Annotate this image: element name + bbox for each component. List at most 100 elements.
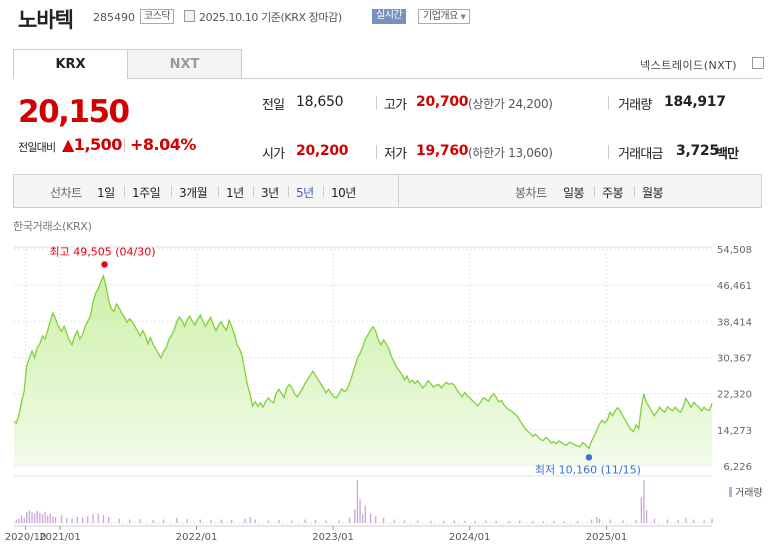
- low-label: 저가: [384, 147, 407, 162]
- x-tick-label: 2022/01: [176, 532, 218, 543]
- divider: [323, 186, 324, 197]
- price-line: [13, 274, 713, 450]
- prev-close-label: 전일: [262, 98, 285, 113]
- y-tick-label: 14,273: [717, 426, 752, 437]
- volume-bar: [97, 513, 99, 523]
- volume-bar: [249, 516, 251, 523]
- period-1w[interactable]: 1주일: [132, 186, 161, 200]
- volume-bar: [28, 510, 31, 523]
- prev-close-value: 18,650: [296, 94, 344, 110]
- volume-bar: [87, 516, 89, 523]
- volume-bar: [703, 520, 705, 523]
- volume-bar: [356, 480, 359, 523]
- volume-bar: [677, 519, 679, 523]
- max-label: 최고 49,505 (04/30): [50, 245, 156, 258]
- tab-nxt[interactable]: NXT: [127, 49, 242, 79]
- volume-bar: [369, 513, 372, 523]
- volume-bar: [495, 520, 497, 523]
- volume-bar: [60, 515, 63, 523]
- nextrade-label[interactable]: 넥스트레이드(NXT): [640, 59, 738, 72]
- period-5y[interactable]: 5년: [296, 186, 314, 200]
- volume-bar: [553, 520, 555, 523]
- volume-bar: [199, 519, 201, 523]
- nextrade-checkbox[interactable]: [752, 57, 764, 69]
- candle-weekly[interactable]: 주봉: [602, 186, 624, 200]
- volume-bar: [417, 520, 419, 523]
- volume-legend-label: 거래량: [735, 487, 763, 499]
- divider: [376, 145, 377, 159]
- period-1y[interactable]: 1년: [226, 186, 244, 200]
- realtime-button[interactable]: 실시간: [372, 9, 407, 24]
- line-chart-label: 선차트: [50, 186, 82, 200]
- x-tick-label: 2025/01: [586, 532, 628, 543]
- period-10y[interactable]: 10년: [331, 186, 356, 200]
- volume-bar: [338, 520, 340, 523]
- divider: [594, 186, 595, 197]
- price-chart[interactable]: 54,508 46,461 38,414 30,367 22,320 14,273 6,22…: [0, 236, 771, 551]
- divider: [376, 96, 377, 110]
- divider: [124, 138, 125, 152]
- volume-bar: [362, 514, 364, 523]
- volume-bar: [108, 516, 110, 523]
- volume-bar: [348, 517, 351, 523]
- company-info-button[interactable]: 기업개요 ▼: [418, 9, 471, 24]
- candle-monthly[interactable]: 월봉: [642, 186, 664, 200]
- divider: [608, 145, 609, 159]
- date-text: 2025.10.10 기준(KRX 장마감): [199, 11, 342, 24]
- volume-bar: [508, 520, 510, 523]
- volume-bar: [364, 505, 366, 523]
- high-label: 고가: [384, 98, 407, 113]
- volume-bar: [645, 510, 648, 523]
- low-value: 19,760: [416, 143, 469, 159]
- document-icon: [184, 10, 195, 22]
- volume-bar: [267, 520, 270, 523]
- volume-bar: [20, 515, 23, 523]
- stock-code: 285490: [93, 11, 135, 24]
- volume-bar: [485, 520, 487, 523]
- volume-bar: [622, 520, 624, 523]
- y-tick-label: 38,414: [717, 317, 752, 328]
- candle-daily[interactable]: 일봉: [563, 186, 585, 200]
- tab-krx[interactable]: KRX: [13, 49, 128, 79]
- period-3m[interactable]: 3개월: [179, 186, 208, 200]
- volume-bar: [519, 520, 521, 523]
- volume-bar: [152, 519, 154, 523]
- y-tick-label: 6,226: [723, 462, 752, 473]
- volume-bar: [76, 516, 78, 523]
- volume-label: 거래량: [618, 98, 652, 113]
- divider: [253, 186, 254, 197]
- volume-bar: [39, 512, 41, 523]
- volume-bar: [33, 513, 36, 523]
- company-info-label: 기업개요: [423, 11, 458, 22]
- volume-bar: [128, 519, 131, 523]
- volume-bar: [711, 518, 713, 523]
- volume-bar: [254, 519, 256, 523]
- volume-bar: [163, 519, 165, 523]
- volume-value: 184,917: [664, 94, 726, 110]
- volume-bar: [210, 519, 212, 523]
- volume-bar: [231, 519, 233, 523]
- change-label: 전일대비: [18, 141, 56, 154]
- volume-bar: [443, 520, 445, 523]
- volume-bar: [15, 519, 17, 523]
- market-badge: 코스닥: [140, 9, 175, 24]
- stock-name: 노바텍: [18, 8, 74, 32]
- period-3y[interactable]: 3년: [261, 186, 279, 200]
- y-tick-label: 46,461: [717, 281, 752, 292]
- volume-bars: 거래량: [14, 475, 763, 524]
- open-value: 20,200: [296, 143, 349, 159]
- divider: [288, 186, 289, 197]
- y-axis: 54,508 46,461 38,414 30,367 22,320 14,273 6,22…: [717, 245, 752, 473]
- change-percent: +8.04%: [130, 135, 196, 154]
- volume-bar: [685, 517, 687, 523]
- volume-bar: [643, 480, 645, 523]
- period-1d[interactable]: 1일: [97, 186, 115, 200]
- volume-bar: [474, 520, 476, 523]
- exchange-label: 한국거래소(KRX): [13, 220, 92, 233]
- volume-bar: [92, 514, 94, 523]
- x-tick-label: 2023/01: [312, 532, 354, 543]
- volume-bar: [41, 514, 44, 523]
- volume-bar: [71, 518, 73, 523]
- volume-bar: [598, 518, 601, 523]
